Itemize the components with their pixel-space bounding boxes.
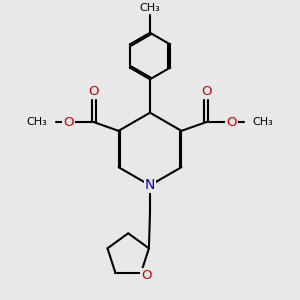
Text: O: O [226, 116, 237, 129]
Text: CH₃: CH₃ [27, 117, 47, 127]
Text: O: O [202, 85, 212, 98]
Text: O: O [141, 269, 152, 282]
Text: CH₃: CH₃ [140, 3, 160, 13]
Text: N: N [145, 178, 155, 192]
Text: O: O [88, 85, 98, 98]
Text: O: O [63, 116, 74, 129]
Text: CH₃: CH₃ [253, 117, 273, 127]
